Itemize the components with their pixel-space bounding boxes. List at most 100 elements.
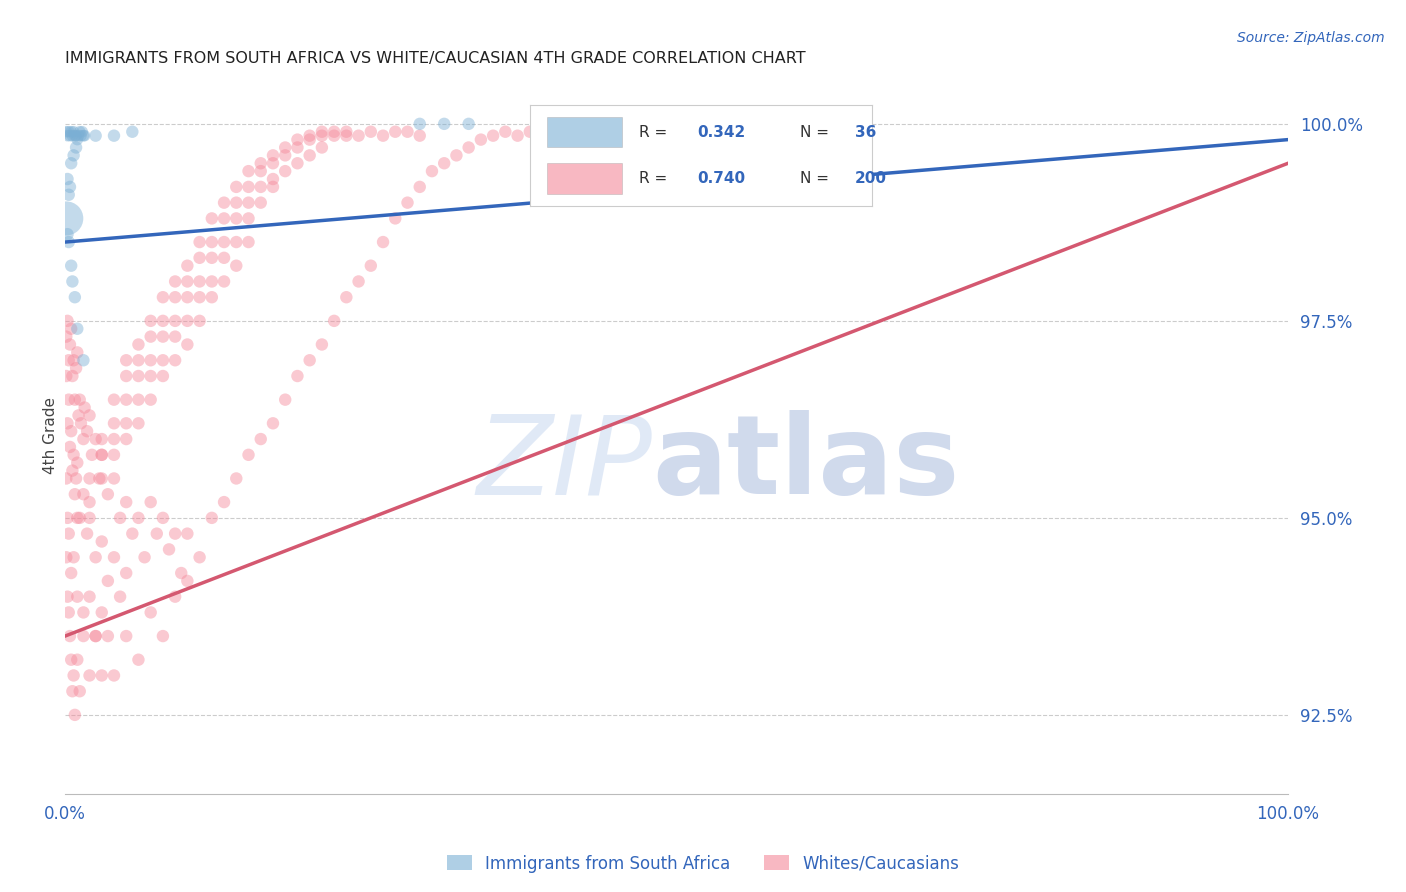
Legend: Immigrants from South Africa, Whites/Caucasians: Immigrants from South Africa, Whites/Cau… — [440, 848, 966, 880]
Point — [55, 329, 77, 343]
Point — [371, 235, 394, 249]
Point — [287, 133, 309, 147]
Point — [298, 148, 321, 162]
Point — [127, 653, 149, 667]
Point — [225, 180, 247, 194]
Point — [212, 195, 235, 210]
Point — [103, 392, 125, 407]
Point — [225, 195, 247, 210]
Point — [55, 125, 77, 139]
Point — [409, 117, 432, 131]
Point — [90, 471, 112, 485]
Point — [176, 574, 198, 588]
Point — [59, 629, 82, 643]
Point — [139, 369, 162, 384]
Point — [115, 392, 138, 407]
Point — [212, 251, 235, 265]
Point — [446, 148, 468, 162]
Point — [66, 511, 89, 525]
Point — [238, 195, 260, 210]
Point — [62, 353, 84, 368]
Point — [139, 353, 162, 368]
Point — [249, 180, 271, 194]
Point — [60, 259, 83, 273]
Point — [65, 471, 87, 485]
Point — [59, 440, 82, 454]
Point — [66, 653, 89, 667]
Point — [165, 275, 187, 289]
Point — [55, 550, 77, 565]
Point — [72, 128, 94, 143]
Point — [90, 606, 112, 620]
Point — [115, 353, 138, 368]
Point — [60, 369, 83, 384]
Point — [249, 195, 271, 210]
Point — [127, 392, 149, 407]
Point — [103, 668, 125, 682]
Text: IMMIGRANTS FROM SOUTH AFRICA VS WHITE/CAUCASIAN 4TH GRADE CORRELATION CHART: IMMIGRANTS FROM SOUTH AFRICA VS WHITE/CA… — [65, 51, 806, 66]
Point — [323, 314, 346, 328]
Point — [60, 156, 83, 170]
Point — [201, 235, 224, 249]
Point — [212, 235, 235, 249]
Point — [56, 128, 79, 143]
Point — [188, 314, 211, 328]
Point — [58, 606, 80, 620]
Point — [201, 251, 224, 265]
Point — [262, 180, 284, 194]
Point — [127, 511, 149, 525]
Point — [470, 133, 492, 147]
Point — [56, 227, 79, 242]
Point — [60, 684, 83, 698]
Point — [90, 448, 112, 462]
Point — [58, 392, 80, 407]
Point — [188, 235, 211, 249]
Point — [165, 290, 187, 304]
Point — [56, 511, 79, 525]
Point — [84, 629, 107, 643]
Point — [176, 337, 198, 351]
Point — [433, 156, 456, 170]
Point — [170, 566, 193, 580]
Point — [97, 629, 120, 643]
Point — [347, 128, 370, 143]
Point — [72, 432, 94, 446]
Point — [152, 314, 174, 328]
Point — [79, 409, 101, 423]
Point — [90, 534, 112, 549]
Point — [72, 487, 94, 501]
Point — [152, 511, 174, 525]
Point — [152, 369, 174, 384]
Point — [201, 290, 224, 304]
Point — [188, 290, 211, 304]
Point — [55, 211, 77, 226]
Point — [90, 448, 112, 462]
Point — [127, 417, 149, 431]
Text: ZIP: ZIP — [477, 410, 652, 517]
Point — [176, 259, 198, 273]
Point — [67, 409, 90, 423]
Point — [384, 211, 406, 226]
Point — [225, 211, 247, 226]
Point — [62, 668, 84, 682]
Point — [55, 471, 77, 485]
Point — [72, 353, 94, 368]
Point — [396, 195, 419, 210]
Point — [274, 140, 297, 154]
Point — [152, 629, 174, 643]
Point — [152, 353, 174, 368]
Point — [298, 128, 321, 143]
Point — [433, 117, 456, 131]
Point — [63, 487, 86, 501]
Point — [115, 432, 138, 446]
Point — [287, 140, 309, 154]
Point — [70, 128, 93, 143]
Point — [176, 275, 198, 289]
Point — [90, 432, 112, 446]
Point — [72, 629, 94, 643]
Point — [63, 392, 86, 407]
Text: Source: ZipAtlas.com: Source: ZipAtlas.com — [1237, 31, 1385, 45]
Point — [115, 566, 138, 580]
Point — [139, 329, 162, 343]
Point — [60, 464, 83, 478]
